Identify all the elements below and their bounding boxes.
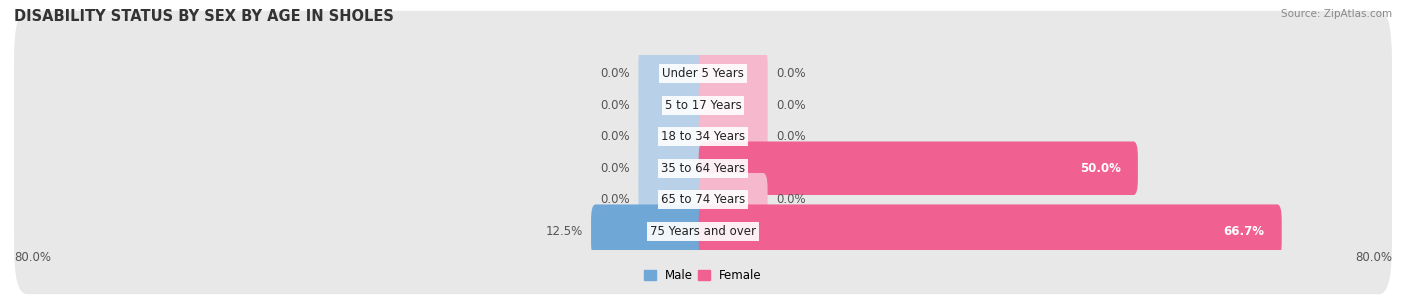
FancyBboxPatch shape <box>591 204 707 258</box>
FancyBboxPatch shape <box>638 110 707 163</box>
FancyBboxPatch shape <box>14 11 1392 137</box>
FancyBboxPatch shape <box>638 78 707 132</box>
Text: DISABILITY STATUS BY SEX BY AGE IN SHOLES: DISABILITY STATUS BY SEX BY AGE IN SHOLE… <box>14 9 394 24</box>
Text: 66.7%: 66.7% <box>1223 225 1264 238</box>
Text: 12.5%: 12.5% <box>546 225 582 238</box>
Legend: Male, Female: Male, Female <box>640 265 766 287</box>
Text: 75 Years and over: 75 Years and over <box>650 225 756 238</box>
Text: Source: ZipAtlas.com: Source: ZipAtlas.com <box>1281 9 1392 19</box>
FancyBboxPatch shape <box>14 137 1392 263</box>
FancyBboxPatch shape <box>699 204 1282 258</box>
FancyBboxPatch shape <box>638 47 707 101</box>
FancyBboxPatch shape <box>638 173 707 227</box>
Text: 0.0%: 0.0% <box>776 67 806 80</box>
Text: 0.0%: 0.0% <box>600 67 630 80</box>
Text: Under 5 Years: Under 5 Years <box>662 67 744 80</box>
Text: 18 to 34 Years: 18 to 34 Years <box>661 130 745 143</box>
Text: 80.0%: 80.0% <box>1355 251 1392 264</box>
Text: 35 to 64 Years: 35 to 64 Years <box>661 162 745 175</box>
Text: 5 to 17 Years: 5 to 17 Years <box>665 99 741 112</box>
Text: 0.0%: 0.0% <box>776 193 806 206</box>
Text: 0.0%: 0.0% <box>776 99 806 112</box>
FancyBboxPatch shape <box>699 142 1137 195</box>
FancyBboxPatch shape <box>699 110 768 163</box>
Text: 0.0%: 0.0% <box>776 130 806 143</box>
FancyBboxPatch shape <box>699 78 768 132</box>
FancyBboxPatch shape <box>14 168 1392 294</box>
FancyBboxPatch shape <box>14 42 1392 168</box>
Text: 65 to 74 Years: 65 to 74 Years <box>661 193 745 206</box>
Text: 0.0%: 0.0% <box>600 162 630 175</box>
FancyBboxPatch shape <box>638 142 707 195</box>
FancyBboxPatch shape <box>14 74 1392 200</box>
Text: 80.0%: 80.0% <box>14 251 51 264</box>
FancyBboxPatch shape <box>699 47 768 101</box>
Text: 0.0%: 0.0% <box>600 130 630 143</box>
FancyBboxPatch shape <box>699 173 768 227</box>
Text: 50.0%: 50.0% <box>1080 162 1121 175</box>
FancyBboxPatch shape <box>14 105 1392 231</box>
Text: 0.0%: 0.0% <box>600 193 630 206</box>
Text: 0.0%: 0.0% <box>600 99 630 112</box>
